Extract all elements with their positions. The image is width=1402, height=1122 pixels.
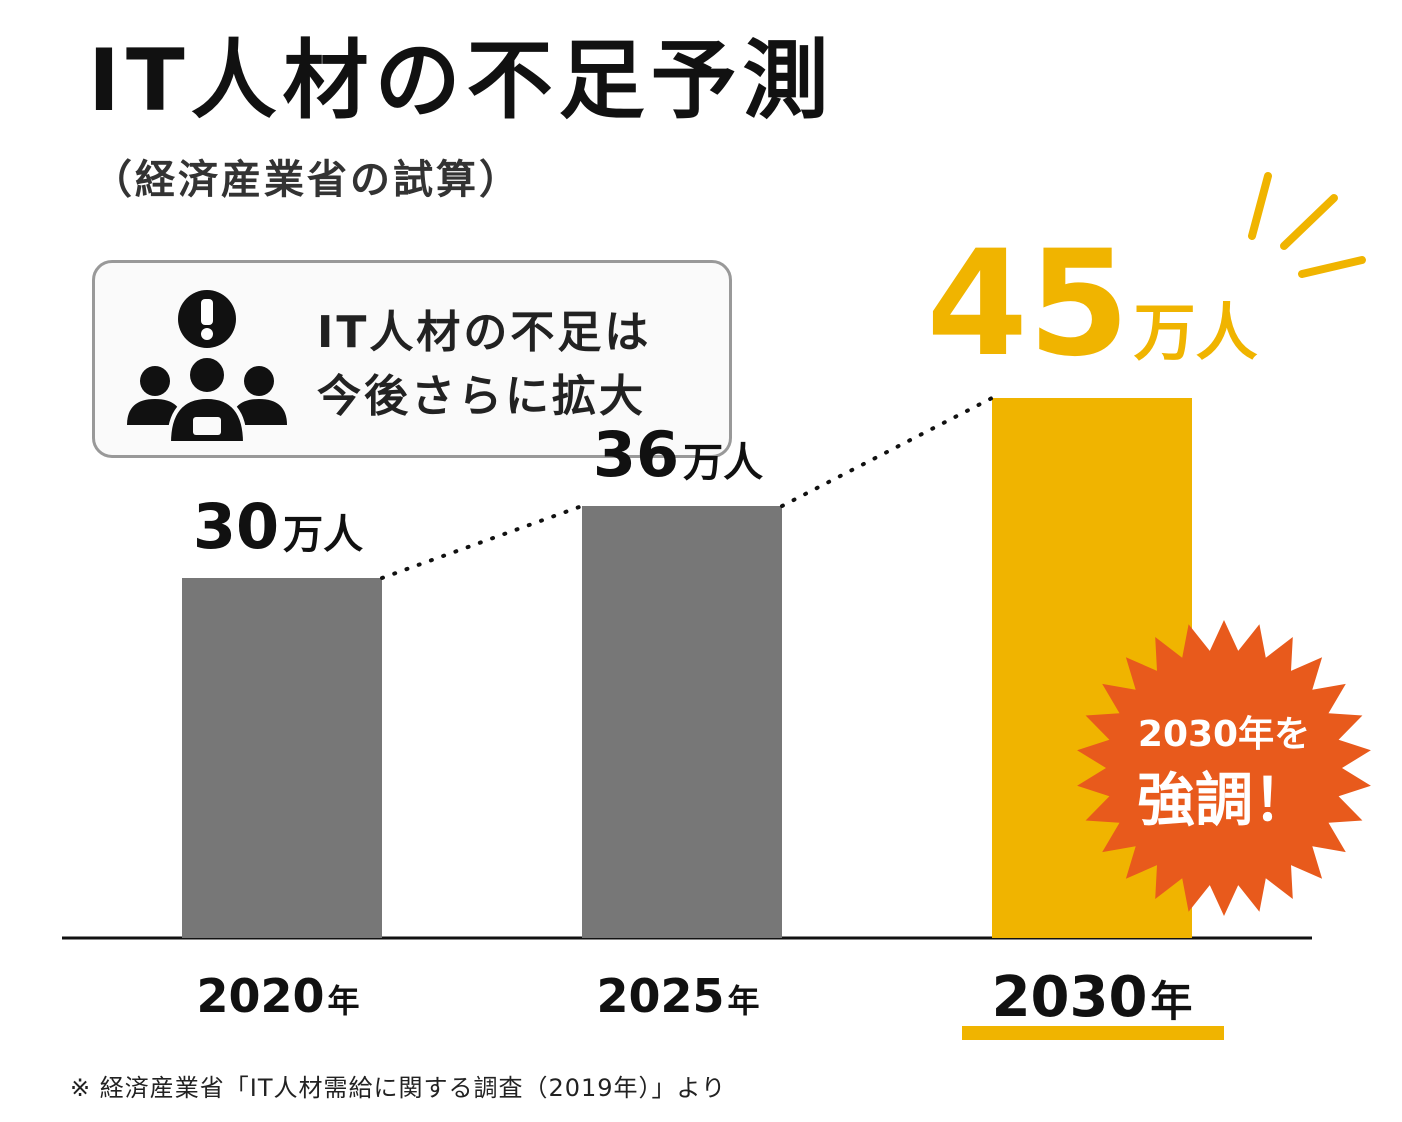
highlight-underline [962, 1026, 1224, 1040]
badge-line-2: 強調！ [1137, 766, 1311, 834]
x-tick-label-2025: 2025年 [596, 969, 759, 1023]
callout-box: IT人材の不足は 今後さらに拡大 [92, 260, 732, 458]
bar-2025 [582, 506, 782, 938]
page-subtitle: （経済産業省の試算） [92, 157, 522, 203]
callout-text: IT人材の不足は 今後さらに拡大 [317, 301, 651, 429]
page-title: IT人材の不足予測 [88, 31, 835, 131]
callout-line-1: IT人材の不足は [317, 307, 652, 358]
emphasis-rays-icon [1248, 172, 1366, 278]
callout-line-2: 今後さらに拡大 [317, 371, 646, 422]
badge-line-1: 2030年を [1138, 714, 1310, 755]
bar-2020 [182, 578, 382, 938]
source-footnote: ※ 経済産業省「IT人材需給に関する調査（2019年）」より [70, 1074, 727, 1102]
value-label-2020: 30 万人 [193, 490, 363, 563]
x-tick-label-2020: 2020年 [196, 969, 359, 1023]
starburst-badge [1077, 620, 1371, 916]
value-label-2025: 36 万人 [593, 418, 763, 491]
value-label-2030: 45万人 [926, 219, 1257, 389]
trend-dotted-line [380, 396, 994, 580]
x-tick-label-2030: 2030年 [992, 965, 1193, 1030]
people-alert-icon [127, 290, 287, 445]
